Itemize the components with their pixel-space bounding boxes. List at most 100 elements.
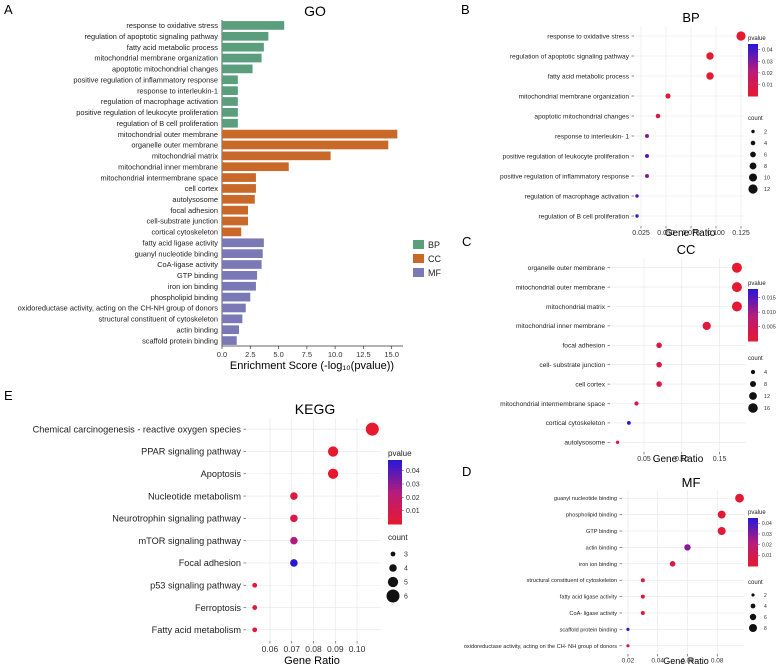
e-category-label: Focal adhesion [179, 558, 241, 568]
kegg-chart-title: KEGG [295, 401, 335, 417]
go-category-label: fatty acid metabolic process [127, 43, 218, 52]
bp-dot-plot: BP Gene Ratio 0.025 0.050 0.075 0.100 0.125 r… [500, 10, 773, 239]
d-dot-phospholipid-binding [717, 510, 726, 519]
go-bar-gtp-binding [222, 271, 258, 280]
go-bar-guanyl-nucleotide-binding [222, 249, 263, 258]
e-pvalue-gradient-step [388, 462, 402, 466]
b-pvalue-gradient-step [748, 54, 758, 58]
d-count-legend-label: 4 [764, 604, 767, 610]
d-category-label: guanyl nucleotide binding [554, 496, 617, 502]
b-category-label: mitochondrial membrane organization [519, 93, 630, 100]
b-pvalue-gradient-step [748, 93, 758, 97]
go-bar-regulation-of-b-cell-proliferation [222, 118, 238, 128]
d-pvalue-gradient-step [748, 544, 758, 547]
e-count-legend-dot-3 [390, 551, 396, 557]
e-pvalue-gradient-step [388, 518, 402, 522]
go-category-label: CoA-ligase activity [157, 260, 218, 269]
e-x-tick-label: 0.10 [349, 644, 366, 654]
c-pvalue-gradient-step [748, 308, 758, 312]
d-count-legend-dot-2 [751, 593, 755, 597]
b-category-label: fatty acid metabolic process [548, 73, 630, 80]
go-legend-label: BP [428, 240, 440, 250]
panel-letter-b: B [461, 2, 470, 17]
e-category-label: Fatty acid metabolism [152, 625, 242, 635]
d-pvalue-gradient-step [748, 560, 758, 563]
b-dot-positive-regulation-of-inflammatory-response [645, 174, 649, 178]
go-category-label: mitochondrial membrane organization [94, 54, 218, 63]
b-dot-apoptotic-mitochondrial-changes [655, 113, 661, 119]
c-category-label: mitochondrial intermembrane space [500, 401, 605, 408]
e-x-tick-label: 0.09 [327, 644, 344, 654]
b-pvalue-gradient-step [748, 65, 758, 69]
d-pvalue-gradient-step [748, 532, 758, 535]
go-category-label: regulation of apoptotic signaling pathwa… [84, 32, 218, 41]
go-x-tick-label: 7.5 [302, 350, 312, 359]
b-count-legend-title: count [748, 116, 763, 122]
e-pvalue-legend-label: 0.03 [406, 481, 420, 488]
b-category-label: response to oxidative stress [547, 33, 629, 40]
c-plot-area [609, 257, 747, 453]
b-x-tick-label: 0.050 [657, 230, 675, 237]
go-bar-iron-ion-binding [222, 281, 256, 291]
c-category-label: mitochondrial matrix [546, 304, 606, 311]
d-pvalue-gradient-step [748, 556, 758, 559]
go-category-label: structural constituent of cytoskeleton [98, 315, 218, 324]
e-x-tick-label: 0.06 [262, 644, 279, 654]
e-dot-mtor-signaling-pathway [290, 536, 298, 545]
d-count-legend-dot-4 [750, 603, 756, 609]
b-pvalue-gradient-step [748, 87, 758, 90]
b-count-legend-label: 6 [764, 152, 767, 158]
b-dot-fatty-acid-metabolic-process [706, 72, 714, 80]
c-pvalue-gradient-step [748, 336, 758, 340]
go-category-label: apoptotic mitochondrial changes [112, 65, 218, 74]
go-bar-chart: GO Enrichment Score (-log₁₀(pvalue)) BP C… [18, 3, 442, 372]
go-bar-oxidoreductase-activity-acting-on-the-ch-nh-group-of-donors [222, 303, 246, 313]
b-pvalue-gradient-step [748, 72, 758, 75]
d-dot-coa-ligase-activity [640, 611, 645, 615]
b-pvalue-gradient-step [748, 44, 758, 47]
go-category-label: iron ion binding [168, 282, 218, 291]
c-pvalue-gradient-step [748, 304, 758, 307]
e-pvalue-gradient-step [388, 478, 402, 482]
go-bar-regulation-of-macrophage-activation [222, 97, 238, 106]
e-category-label: Apoptosis [201, 469, 242, 479]
go-category-label: organelle outer membrane [131, 141, 218, 150]
d-pvalue-gradient-step [748, 530, 758, 533]
d-dot-fatty-acid-ligase-activity [640, 594, 645, 599]
e-pvalue-legend-label: 0.02 [406, 495, 420, 502]
b-dot-positive-regulation-of-leukocyte-proliferation [645, 154, 649, 158]
e-pvalue-gradient-step [388, 502, 402, 506]
panel-letter-e: E [4, 388, 13, 403]
b-count-legend-label: 8 [764, 164, 767, 170]
go-x-tick-label: 0.0 [217, 350, 227, 359]
d-category-label: GTP binding [586, 529, 617, 535]
mf-dot-plot: MF Gene Ratio 0.02 0.04 0.06 0.08 guanyl nuc… [464, 475, 772, 666]
kegg-x-axis-label: Gene Ratio [284, 655, 340, 667]
go-bar-fatty-acid-metabolic-process [222, 42, 264, 52]
go-category-label: focal adhesion [170, 206, 218, 215]
d-pvalue-gradient-step [748, 536, 758, 539]
go-category-label: mitochondrial inner membrane [118, 162, 218, 171]
go-legend-swatch-mf [413, 268, 424, 277]
d-count-legend-title: count [748, 580, 763, 586]
b-pvalue-gradient-step [748, 83, 758, 86]
e-pvalue-gradient-step [388, 481, 402, 485]
e-pvalue-gradient-step [388, 500, 402, 504]
bp-chart-title: BP [682, 10, 699, 25]
go-bar-cell-cortex [222, 184, 256, 193]
c-pvalue-gradient-step [748, 319, 758, 322]
go-category-label: response to oxidative stress [126, 21, 218, 30]
d-count-legend-label: 2 [764, 593, 767, 599]
b-count-legend-dot-12 [748, 184, 758, 194]
b-pvalue-legend-label: 0.04 [762, 48, 773, 54]
d-count-legend-dot-6 [749, 613, 757, 621]
go-bar-coa-ligase-activity [222, 260, 262, 269]
e-x-tick-label: 0.08 [305, 644, 322, 654]
e-pvalue-gradient-step [388, 497, 402, 501]
c-pvalue-legend-label: 0.005 [762, 324, 776, 330]
b-pvalue-gradient-step [748, 85, 758, 88]
d-category-label: actin binding [586, 545, 617, 551]
c-count-legend-dot-8 [749, 380, 757, 388]
b-dot-regulation-of-macrophage-activation [635, 194, 639, 198]
